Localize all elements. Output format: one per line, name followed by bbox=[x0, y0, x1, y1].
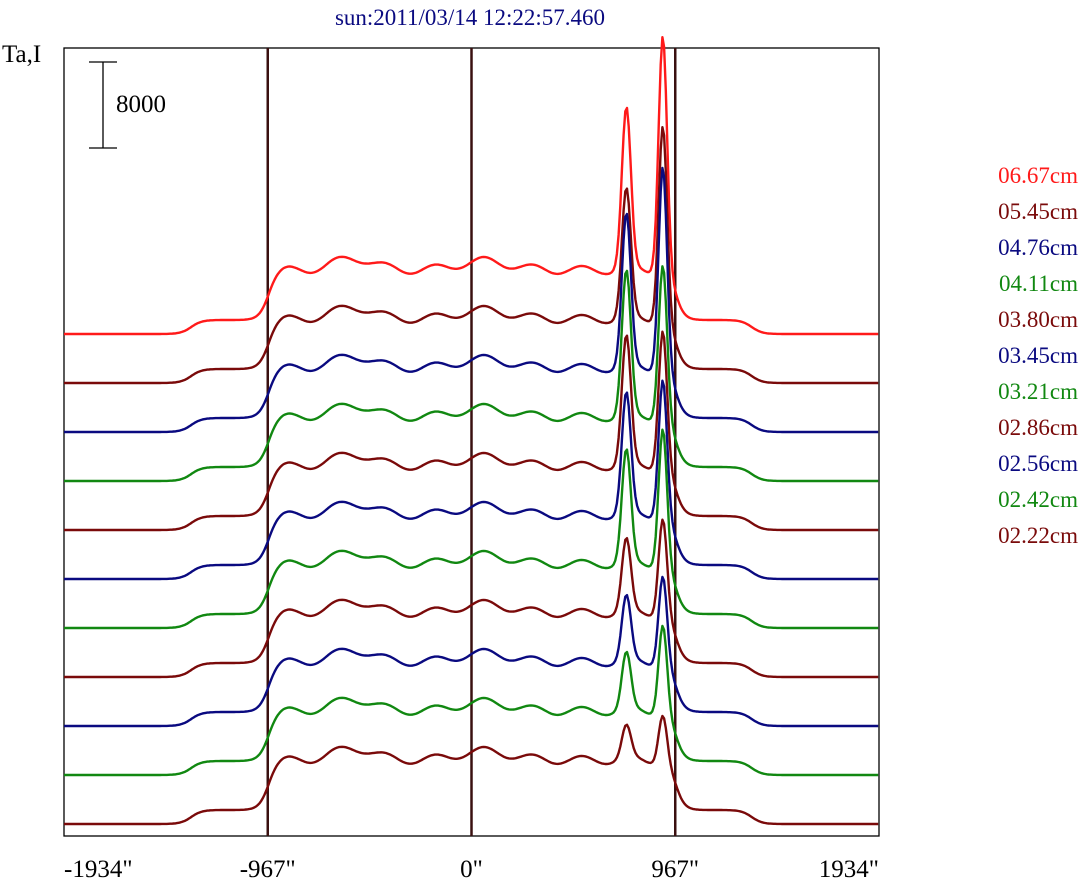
scale-bar: 8000 bbox=[89, 61, 166, 149]
vertical-markers bbox=[266, 48, 677, 836]
series-line-02.86cm bbox=[64, 518, 879, 679]
x-tick-label-3: 967" bbox=[651, 856, 699, 883]
legend-entry-02.22cm: 02.22cm bbox=[998, 523, 1078, 548]
series-line-04.76cm bbox=[64, 166, 879, 434]
series-line-06.67cm bbox=[64, 36, 879, 336]
chart-title: sun:2011/03/14 12:22:57.460 bbox=[335, 5, 605, 30]
legend-entry-05.45cm: 05.45cm bbox=[998, 199, 1078, 224]
series-line-05.45cm bbox=[64, 126, 879, 385]
x-tick-label-0: -1934" bbox=[64, 856, 133, 883]
scale-bar-label: 8000 bbox=[116, 91, 166, 118]
series-line-04.11cm bbox=[64, 265, 879, 483]
series-line-03.80cm bbox=[64, 330, 879, 532]
legend-entry-02.56cm: 02.56cm bbox=[998, 451, 1078, 476]
x-tick-labels: -1934" -967" 0" 967" 1934" bbox=[64, 856, 879, 883]
legend-entry-06.67cm: 06.67cm bbox=[998, 163, 1078, 188]
legend: 06.67cm 05.45cm 04.76cm 04.11cm 03.80cm 03.45… bbox=[998, 163, 1078, 548]
legend-entry-03.80cm: 03.80cm bbox=[998, 307, 1078, 332]
series-line-02.42cm bbox=[64, 624, 879, 777]
series-line-03.21cm bbox=[64, 428, 879, 630]
y-axis-label: Ta,I bbox=[2, 41, 41, 68]
legend-entry-03.21cm: 03.21cm bbox=[998, 379, 1078, 404]
legend-entry-02.86cm: 02.86cm bbox=[998, 415, 1078, 440]
legend-entry-02.42cm: 02.42cm bbox=[998, 487, 1078, 512]
series-line-02.22cm bbox=[64, 714, 879, 826]
series-line-02.56cm bbox=[64, 575, 879, 728]
x-tick-label-4: 1934" bbox=[819, 856, 879, 883]
legend-entry-04.11cm: 04.11cm bbox=[999, 271, 1078, 296]
series-layer bbox=[64, 36, 879, 826]
x-tick-label-2: 0" bbox=[460, 856, 483, 883]
legend-entry-04.76cm: 04.76cm bbox=[998, 235, 1078, 260]
x-tick-label-1: -967" bbox=[240, 856, 296, 883]
series-line-03.45cm bbox=[64, 379, 879, 581]
legend-entry-03.45cm: 03.45cm bbox=[998, 343, 1078, 368]
